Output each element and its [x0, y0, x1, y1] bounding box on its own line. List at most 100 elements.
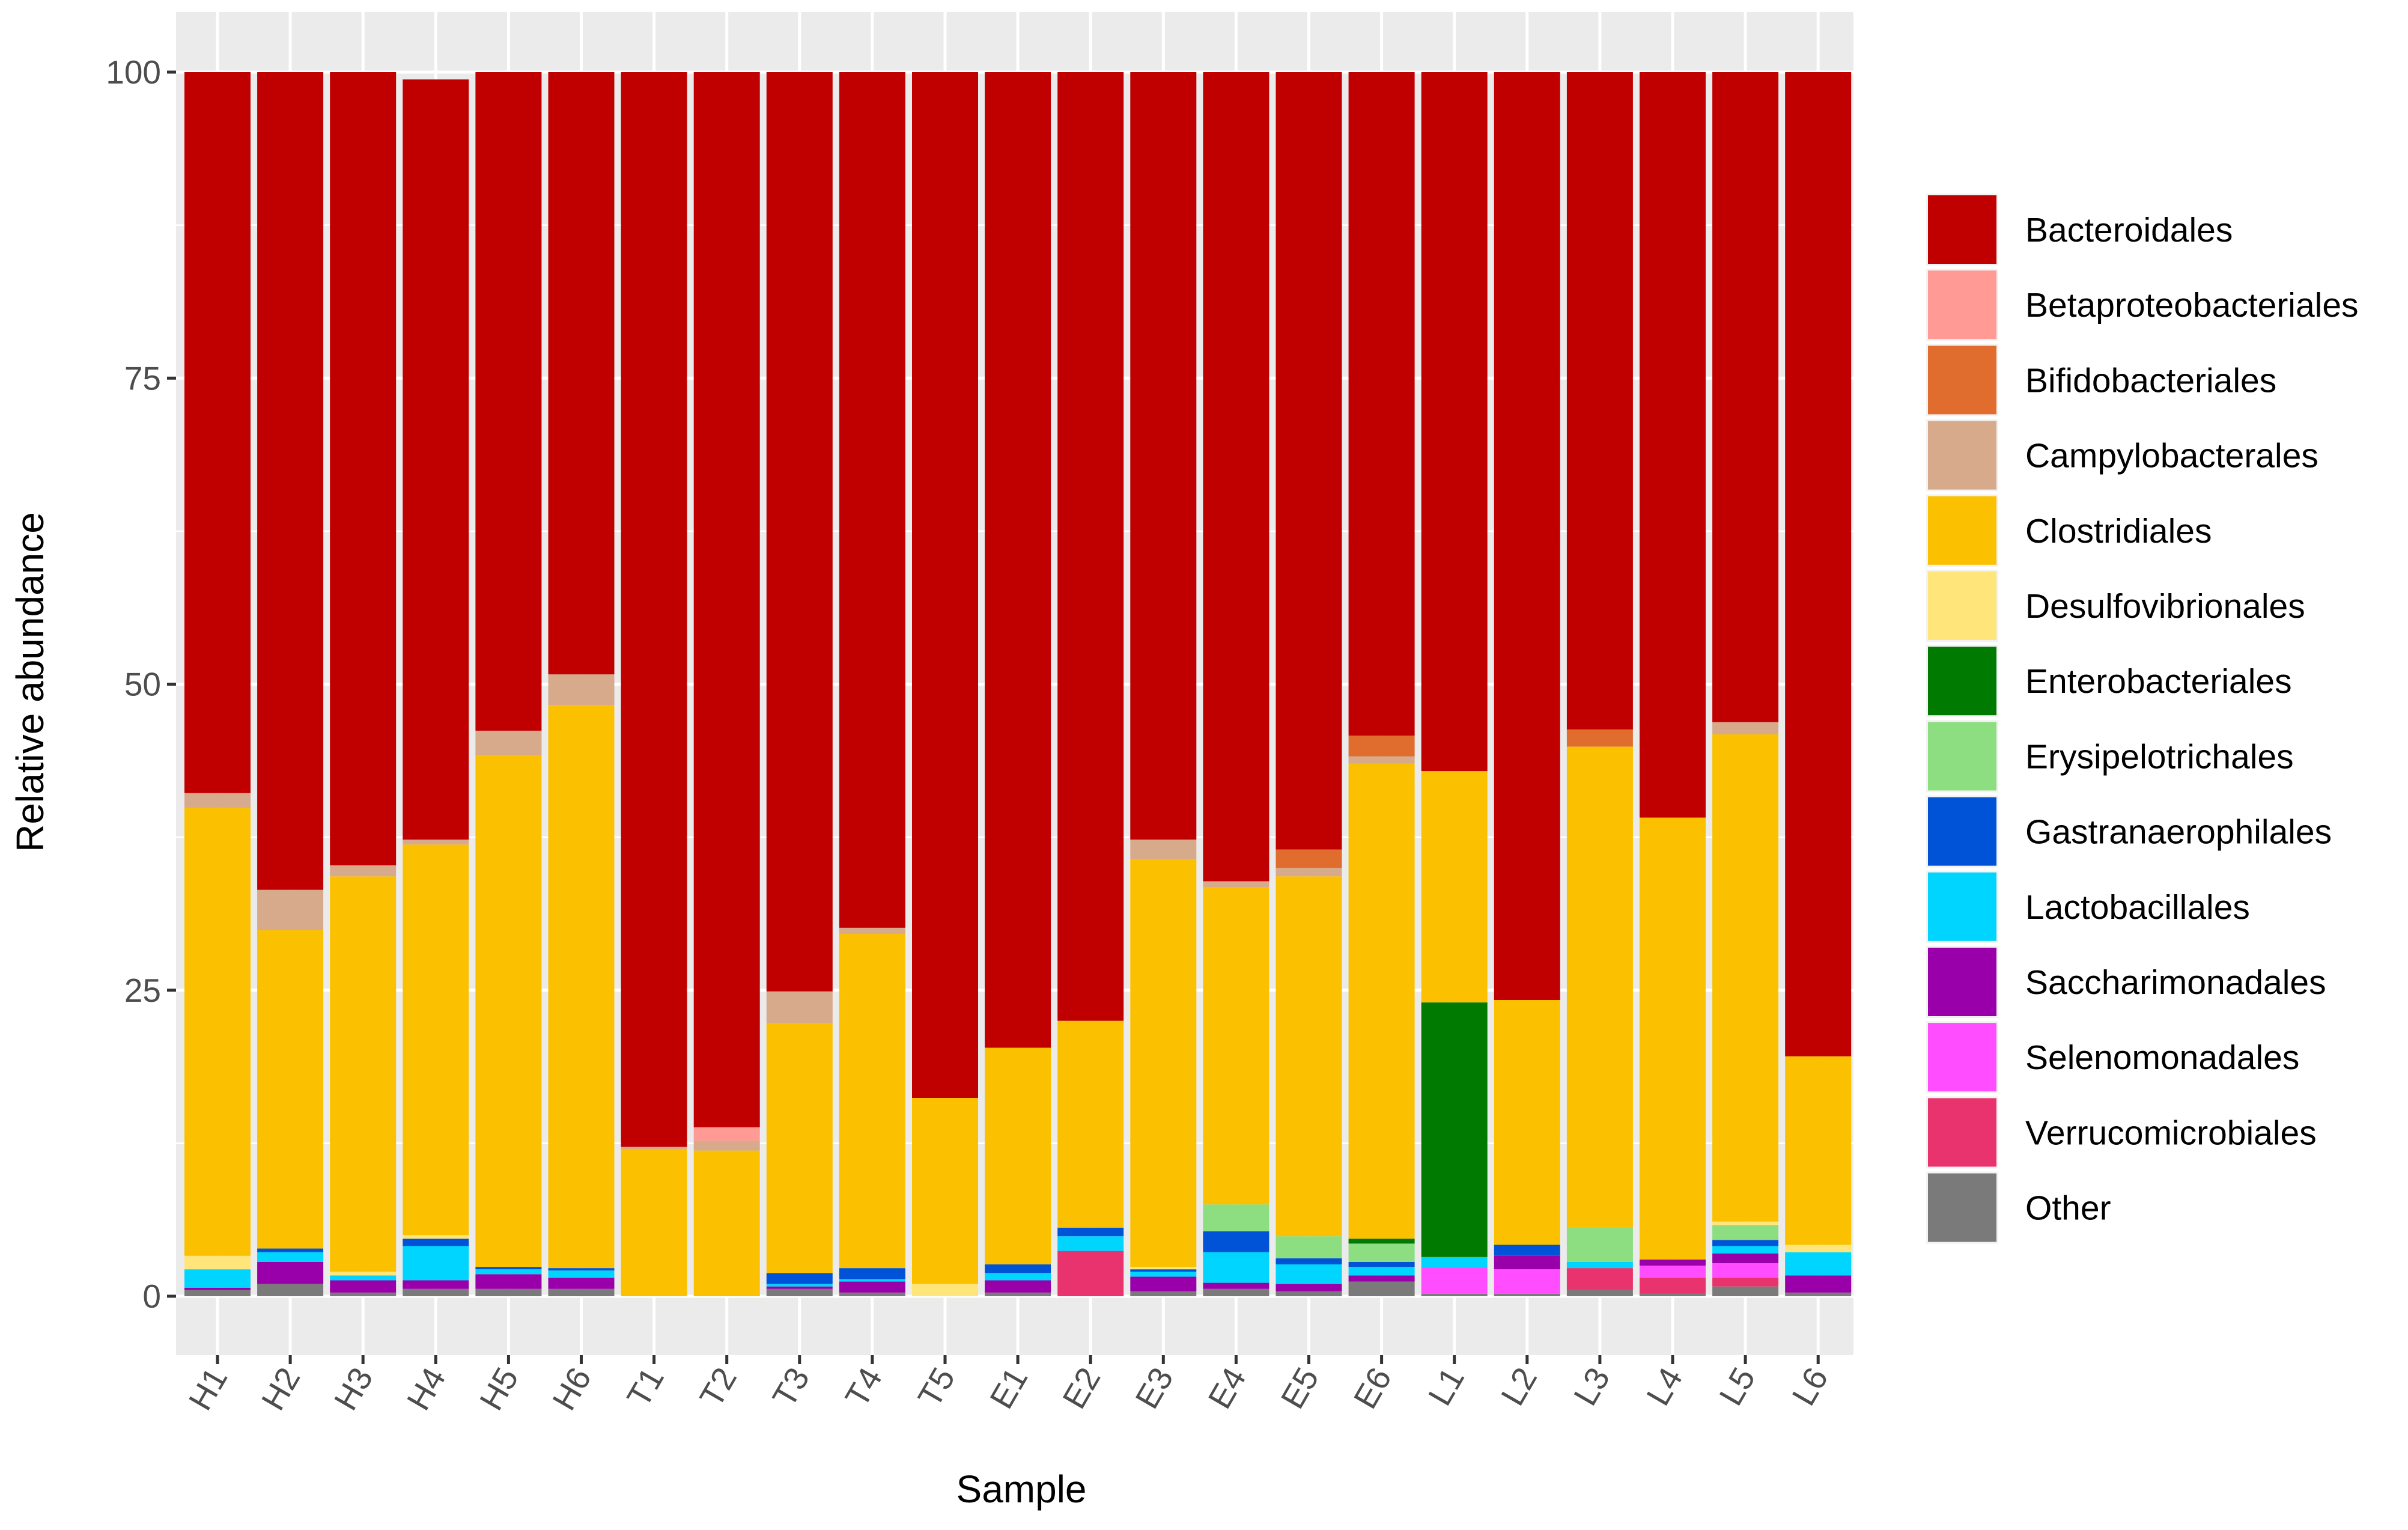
bar-segment: [1130, 1291, 1197, 1296]
bar-segment: [330, 1275, 397, 1281]
bar-segment: [1640, 817, 1706, 1260]
bar-segment: [1566, 729, 1633, 747]
bar-segment: [1712, 1240, 1779, 1246]
bar-segment: [1130, 840, 1197, 859]
bar-segment: [1348, 1239, 1415, 1244]
bar-segment: [1130, 1272, 1197, 1277]
x-axis-title: Sample: [956, 1468, 1087, 1511]
bar-segment: [1057, 1020, 1124, 1228]
legend-swatch: [1928, 948, 1996, 1016]
bar-segment: [985, 1264, 1051, 1273]
x-tick-label: L1: [1421, 1361, 1471, 1412]
x-tick-label: E4: [1200, 1361, 1253, 1415]
bar-segment: [766, 991, 833, 1023]
bar-segment: [1130, 1267, 1197, 1270]
bar-segment: [1348, 1261, 1415, 1267]
bar-segment: [1057, 1236, 1124, 1251]
bar-segment: [403, 844, 469, 1236]
legend-label: Verrucomicrobiales: [2025, 1114, 2317, 1152]
bar-segment: [1275, 1291, 1342, 1296]
x-tick-label: H3: [327, 1361, 380, 1416]
bar-segment: [839, 927, 905, 934]
bar-segment: [1640, 72, 1706, 818]
bar-segment: [548, 72, 615, 675]
bar-segment: [839, 1292, 905, 1296]
bar-segment: [693, 1127, 760, 1141]
bar-segment: [1640, 1293, 1706, 1296]
bar-segment: [330, 72, 397, 865]
bar-segment: [1130, 72, 1197, 840]
bar-segment: [184, 72, 251, 793]
bar-segment: [257, 889, 324, 930]
bar-segment: [1566, 1290, 1633, 1296]
bar-segment: [1712, 734, 1779, 1222]
bar-segment: [1130, 859, 1197, 1267]
bar-segment: [1421, 1267, 1488, 1294]
bar-segment: [257, 1261, 324, 1284]
bar-segment: [1057, 1251, 1124, 1296]
legend-swatch: [1928, 346, 1996, 415]
bar-segment: [548, 1270, 615, 1278]
bar-segment: [1348, 1267, 1415, 1276]
legend-label: Gastranaerophilales: [2025, 813, 2332, 852]
bar-segment: [1785, 1056, 1852, 1245]
bar-segment: [1348, 1275, 1415, 1282]
x-tick-label: H2: [254, 1361, 308, 1416]
x-tick-label: T1: [619, 1361, 671, 1413]
bar-segment: [766, 1286, 833, 1289]
legend-swatch: [1928, 1023, 1996, 1092]
bar-segment: [839, 1279, 905, 1282]
y-tick-label: 0: [142, 1278, 161, 1315]
x-tick-label: T4: [838, 1361, 890, 1413]
bar-segment: [1566, 1268, 1633, 1290]
bar-segment: [985, 1273, 1051, 1281]
legend-swatch: [1928, 647, 1996, 716]
legend-swatch: [1928, 722, 1996, 791]
bar-segment: [1203, 1252, 1269, 1283]
bar-segment: [1203, 1204, 1269, 1232]
bar-segment: [1421, 1293, 1488, 1296]
bar-segment: [1566, 746, 1633, 1228]
bar-segment: [1348, 756, 1415, 764]
bar-segment: [1275, 1284, 1342, 1291]
legend-swatch: [1928, 1173, 1996, 1242]
x-tick-label: H6: [545, 1361, 598, 1416]
bar-segment: [1640, 1266, 1706, 1278]
bar-segment: [403, 1235, 469, 1239]
x-tick-label: H4: [400, 1361, 453, 1416]
bar-segment: [257, 1252, 324, 1262]
x-tick-label: L5: [1712, 1361, 1762, 1412]
y-axis-title: Relative abundance: [8, 512, 52, 852]
legend-swatch: [1928, 571, 1996, 640]
legend-label: Erysipelotrichales: [2025, 737, 2294, 776]
bar-segment: [766, 1284, 833, 1287]
legend-label: Selenomonadales: [2025, 1038, 2299, 1077]
bar-segment: [330, 1272, 397, 1276]
bar-segment: [548, 1278, 615, 1289]
bar-segment: [985, 72, 1051, 1048]
bar-segment: [184, 1255, 251, 1270]
bar-segment: [403, 1246, 469, 1281]
bar-segment: [1712, 1263, 1779, 1278]
x-tick-label: E2: [1055, 1361, 1107, 1415]
bar-segment: [1494, 1245, 1560, 1256]
legend-label: Saccharimonadales: [2025, 963, 2326, 1002]
y-axis: 0 25 50 75 100: [106, 53, 176, 1315]
bar-segment: [693, 72, 760, 1127]
bar-segment: [257, 1284, 324, 1296]
legend-label: Campylobacterales: [2025, 437, 2318, 475]
bar-segment: [1785, 72, 1852, 1056]
bar-segment: [1203, 1288, 1269, 1296]
y-tick-label: 50: [124, 666, 161, 703]
bar-segment: [839, 934, 905, 1269]
bar-segment: [330, 865, 397, 877]
bar-segment: [1130, 1276, 1197, 1291]
bar-segment: [330, 1280, 397, 1293]
bar-segment: [1640, 1278, 1706, 1294]
legend-label: Bacteroidales: [2025, 211, 2233, 249]
bar-segment: [330, 876, 397, 1272]
x-tick-label: L3: [1566, 1361, 1617, 1412]
bar-segment: [1348, 736, 1415, 757]
bar-segment: [548, 1268, 615, 1271]
